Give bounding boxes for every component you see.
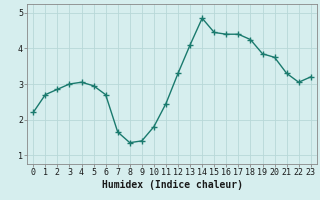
X-axis label: Humidex (Indice chaleur): Humidex (Indice chaleur) [101, 180, 243, 190]
